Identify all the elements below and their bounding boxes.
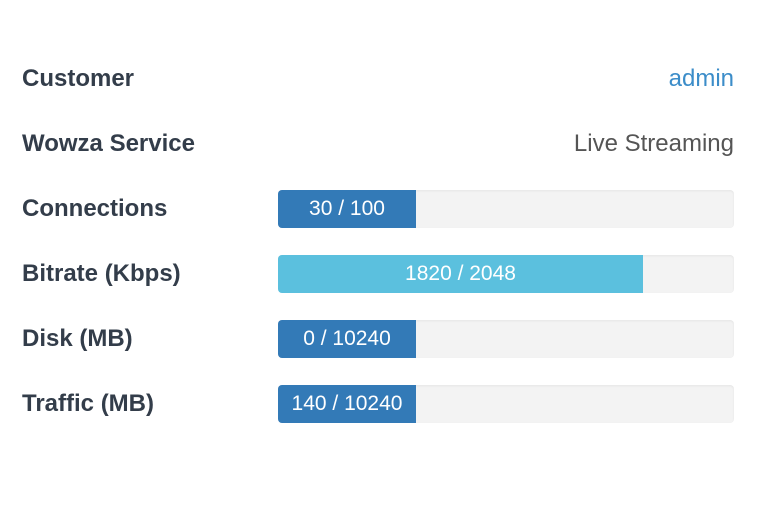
customer-link[interactable]: admin <box>668 65 734 92</box>
service-value: Live Streaming <box>573 130 734 157</box>
progress-bar: 30 / 100 <box>278 190 416 228</box>
progress-bar: 1820 / 2048 <box>278 255 643 293</box>
row-label: Connections <box>22 195 168 222</box>
row-label: Wowza Service <box>22 130 195 157</box>
row-label: Customer <box>22 65 135 92</box>
progress-bar: 140 / 10240 <box>278 385 416 423</box>
progress-track: 1820 / 2048 <box>278 255 734 293</box>
progress-track: 30 / 100 <box>278 190 734 228</box>
row-label: Bitrate (Kbps) <box>22 260 181 287</box>
row-label: Disk (MB) <box>22 325 133 352</box>
progress-bar: 0 / 10240 <box>278 320 416 358</box>
progress-track: 140 / 10240 <box>278 385 734 423</box>
progress-track: 0 / 10240 <box>278 320 734 358</box>
row-label: Traffic (MB) <box>22 390 154 417</box>
